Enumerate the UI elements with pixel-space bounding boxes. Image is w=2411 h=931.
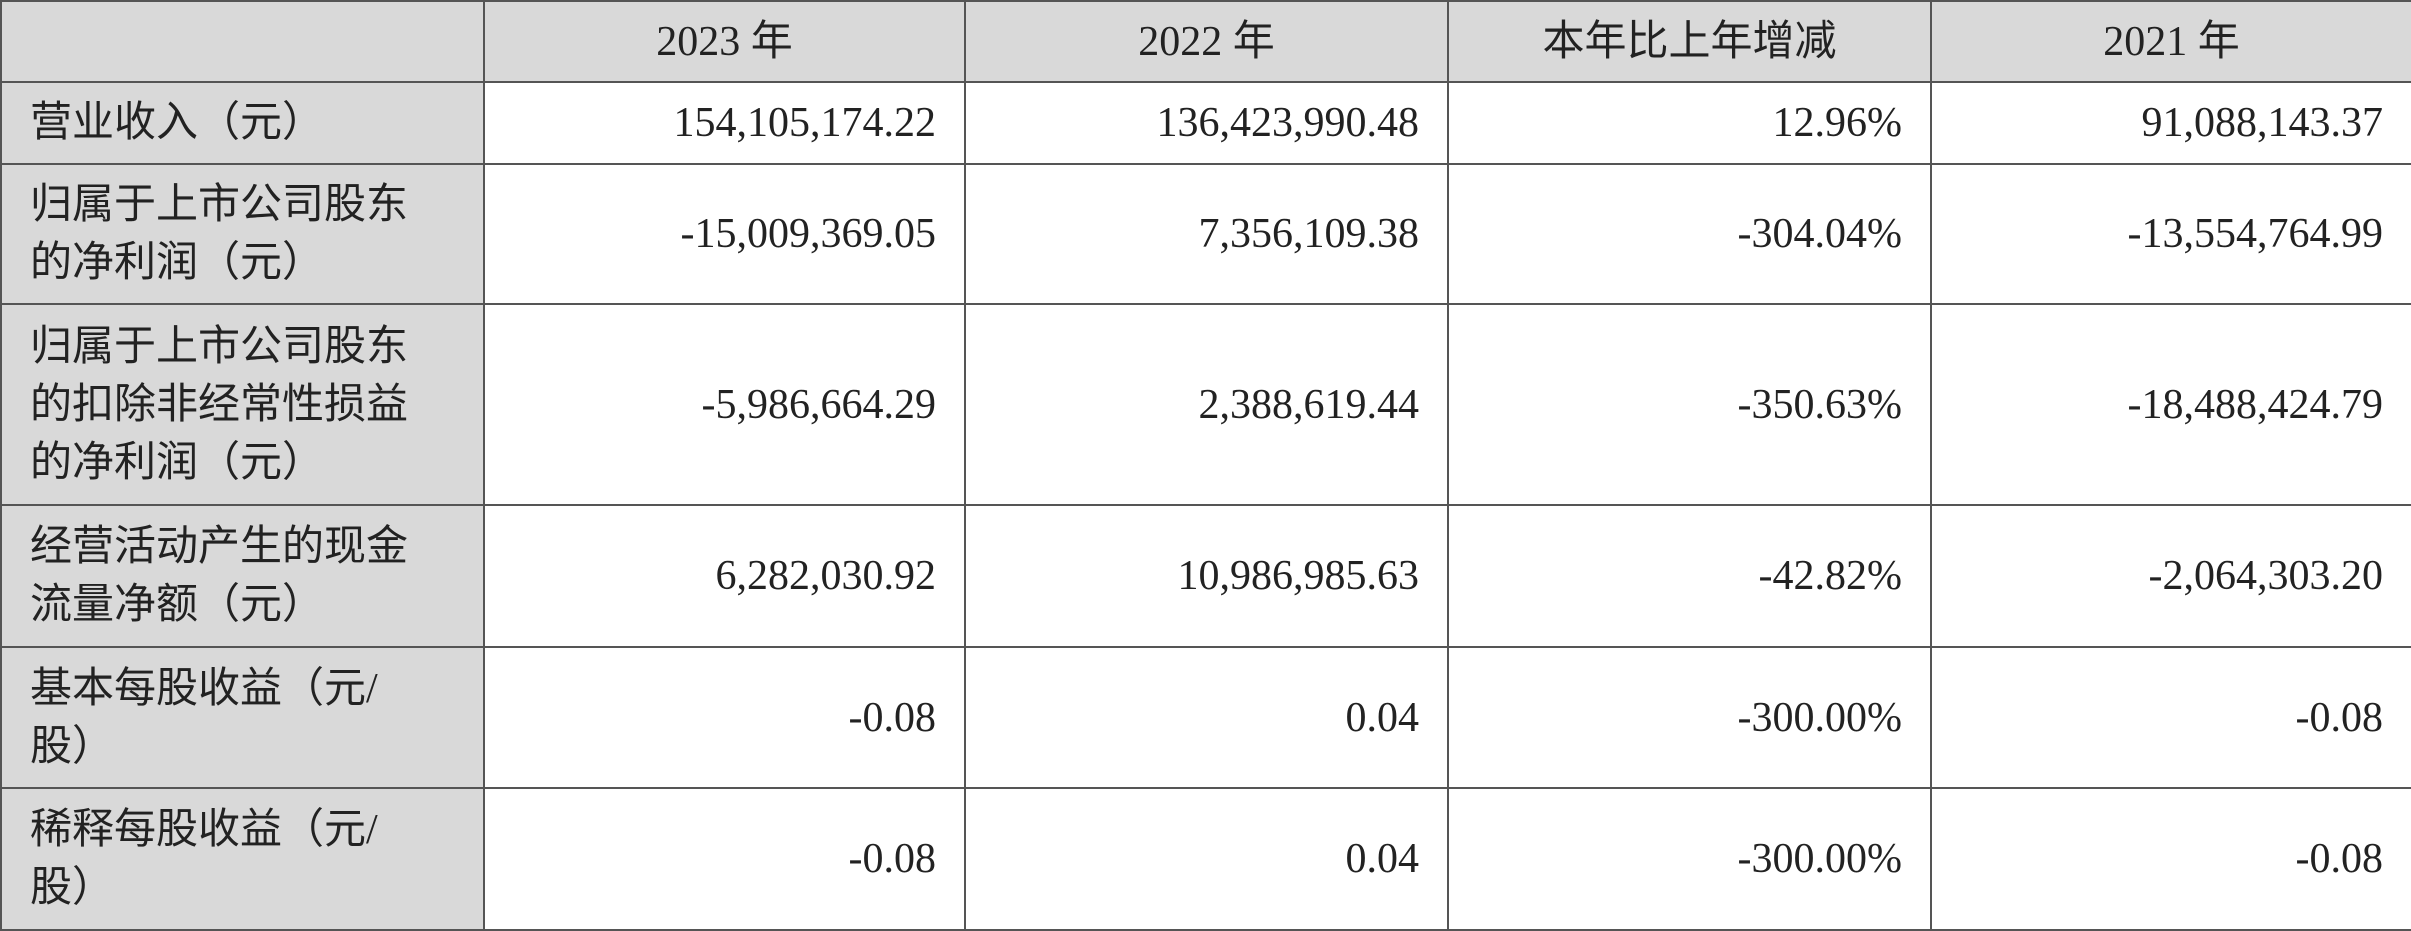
- value-cell: -300.00%: [1447, 646, 1932, 789]
- value-cell: 6,282,030.92: [483, 504, 966, 648]
- header-cell: [0, 0, 485, 83]
- value-cell: -350.63%: [1447, 303, 1932, 506]
- value-cell: 2,388,619.44: [964, 303, 1449, 506]
- row-label: 经营活动产生的现金流量净额（元）: [0, 504, 485, 648]
- data-row: 经营活动产生的现金流量净额（元） 6,282,030.92 10,986,985.6…: [0, 504, 2411, 648]
- value-cell: 7,356,109.38: [964, 163, 1449, 305]
- value-cell: 12.96%: [1447, 81, 1932, 165]
- data-row: 营业收入（元） 154,105,174.22 136,423,990.48 12.96…: [0, 81, 2411, 165]
- data-row: 归属于上市公司股东的净利润（元） -15,009,369.05 7,356,109.…: [0, 163, 2411, 305]
- header-cell: 2021 年: [1930, 0, 2411, 83]
- value-cell: -42.82%: [1447, 504, 1932, 648]
- value-cell: -0.08: [483, 787, 966, 931]
- row-label: 营业收入（元）: [0, 81, 485, 165]
- value-cell: 154,105,174.22: [483, 81, 966, 165]
- value-cell: 10,986,985.63: [964, 504, 1449, 648]
- header-row: 2023 年 2022 年本年比上年增减 2021 年: [0, 0, 2411, 83]
- header-cell: 2023 年: [483, 0, 966, 83]
- row-label: 归属于上市公司股东的净利润（元）: [0, 163, 485, 305]
- value-cell: -15,009,369.05: [483, 163, 966, 305]
- value-cell: -5,986,664.29: [483, 303, 966, 506]
- header-cell: 2022 年: [964, 0, 1449, 83]
- header-cell: 本年比上年增减: [1447, 0, 1932, 83]
- value-cell: -2,064,303.20: [1930, 504, 2411, 648]
- value-cell: -300.00%: [1447, 787, 1932, 931]
- value-cell: -0.08: [483, 646, 966, 789]
- value-cell: 0.04: [964, 787, 1449, 931]
- row-label: 基本每股收益（元/股）: [0, 646, 485, 789]
- value-cell: -13,554,764.99: [1930, 163, 2411, 305]
- value-cell: -0.08: [1930, 787, 2411, 931]
- value-cell: -304.04%: [1447, 163, 1932, 305]
- data-row: 归属于上市公司股东的扣除非经常性损益的净利润（元） -5,986,664.29 2,…: [0, 303, 2411, 506]
- value-cell: 0.04: [964, 646, 1449, 789]
- row-label: 归属于上市公司股东的扣除非经常性损益的净利润（元）: [0, 303, 485, 506]
- value-cell: -0.08: [1930, 646, 2411, 789]
- row-label: 稀释每股收益（元/股）: [0, 787, 485, 931]
- value-cell: 136,423,990.48: [964, 81, 1449, 165]
- value-cell: -18,488,424.79: [1930, 303, 2411, 506]
- value-cell: 91,088,143.37: [1930, 81, 2411, 165]
- data-row: 基本每股收益（元/股） -0.08 0.04 -300.00% -0.08: [0, 646, 2411, 789]
- data-row: 稀释每股收益（元/股） -0.08 0.04 -300.00% -0.08: [0, 787, 2411, 931]
